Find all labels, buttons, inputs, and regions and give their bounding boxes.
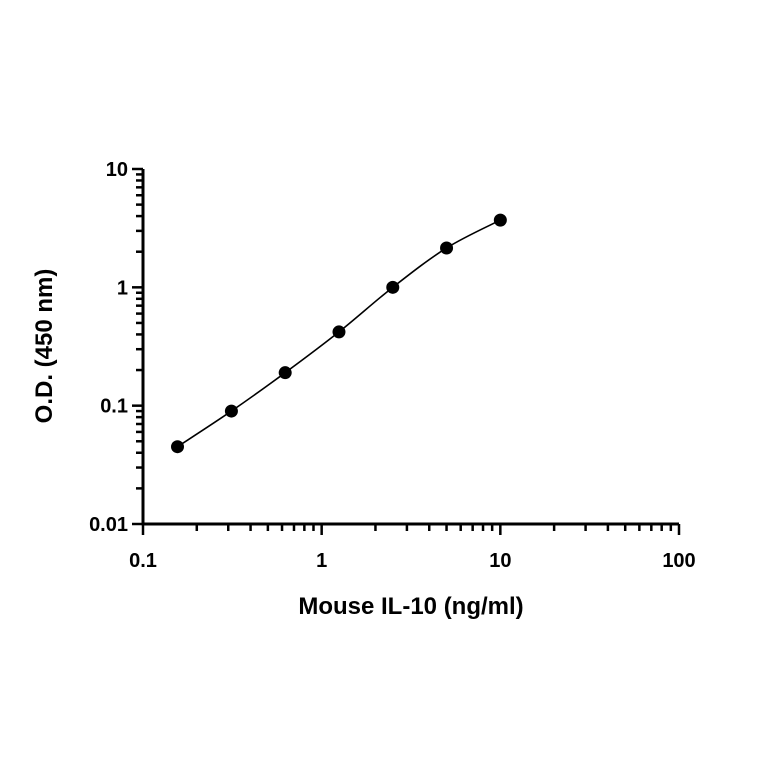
y-tick-label: 1	[117, 277, 128, 299]
x-tick-label: 100	[662, 550, 695, 572]
y-axis-title: O.D. (450 nm)	[31, 269, 58, 424]
y-tick-label: 10	[106, 159, 128, 181]
data-point	[332, 325, 346, 339]
x-tick-label: 10	[489, 550, 511, 572]
data-points	[171, 213, 507, 454]
ticks	[132, 167, 681, 535]
x-tick-label: 0.1	[129, 550, 157, 572]
data-point	[493, 213, 507, 227]
axes	[141, 169, 679, 526]
data-point	[278, 366, 292, 380]
data-point	[440, 241, 454, 255]
x-tick-label: 1	[316, 550, 327, 572]
x-axis-title: Mouse IL-10 (ng/ml)	[298, 593, 523, 620]
y-tick-label: 0.01	[89, 514, 128, 536]
data-point	[171, 440, 185, 454]
data-point	[224, 404, 238, 418]
y-tick-label: 0.1	[100, 396, 128, 418]
data-point	[386, 280, 400, 294]
